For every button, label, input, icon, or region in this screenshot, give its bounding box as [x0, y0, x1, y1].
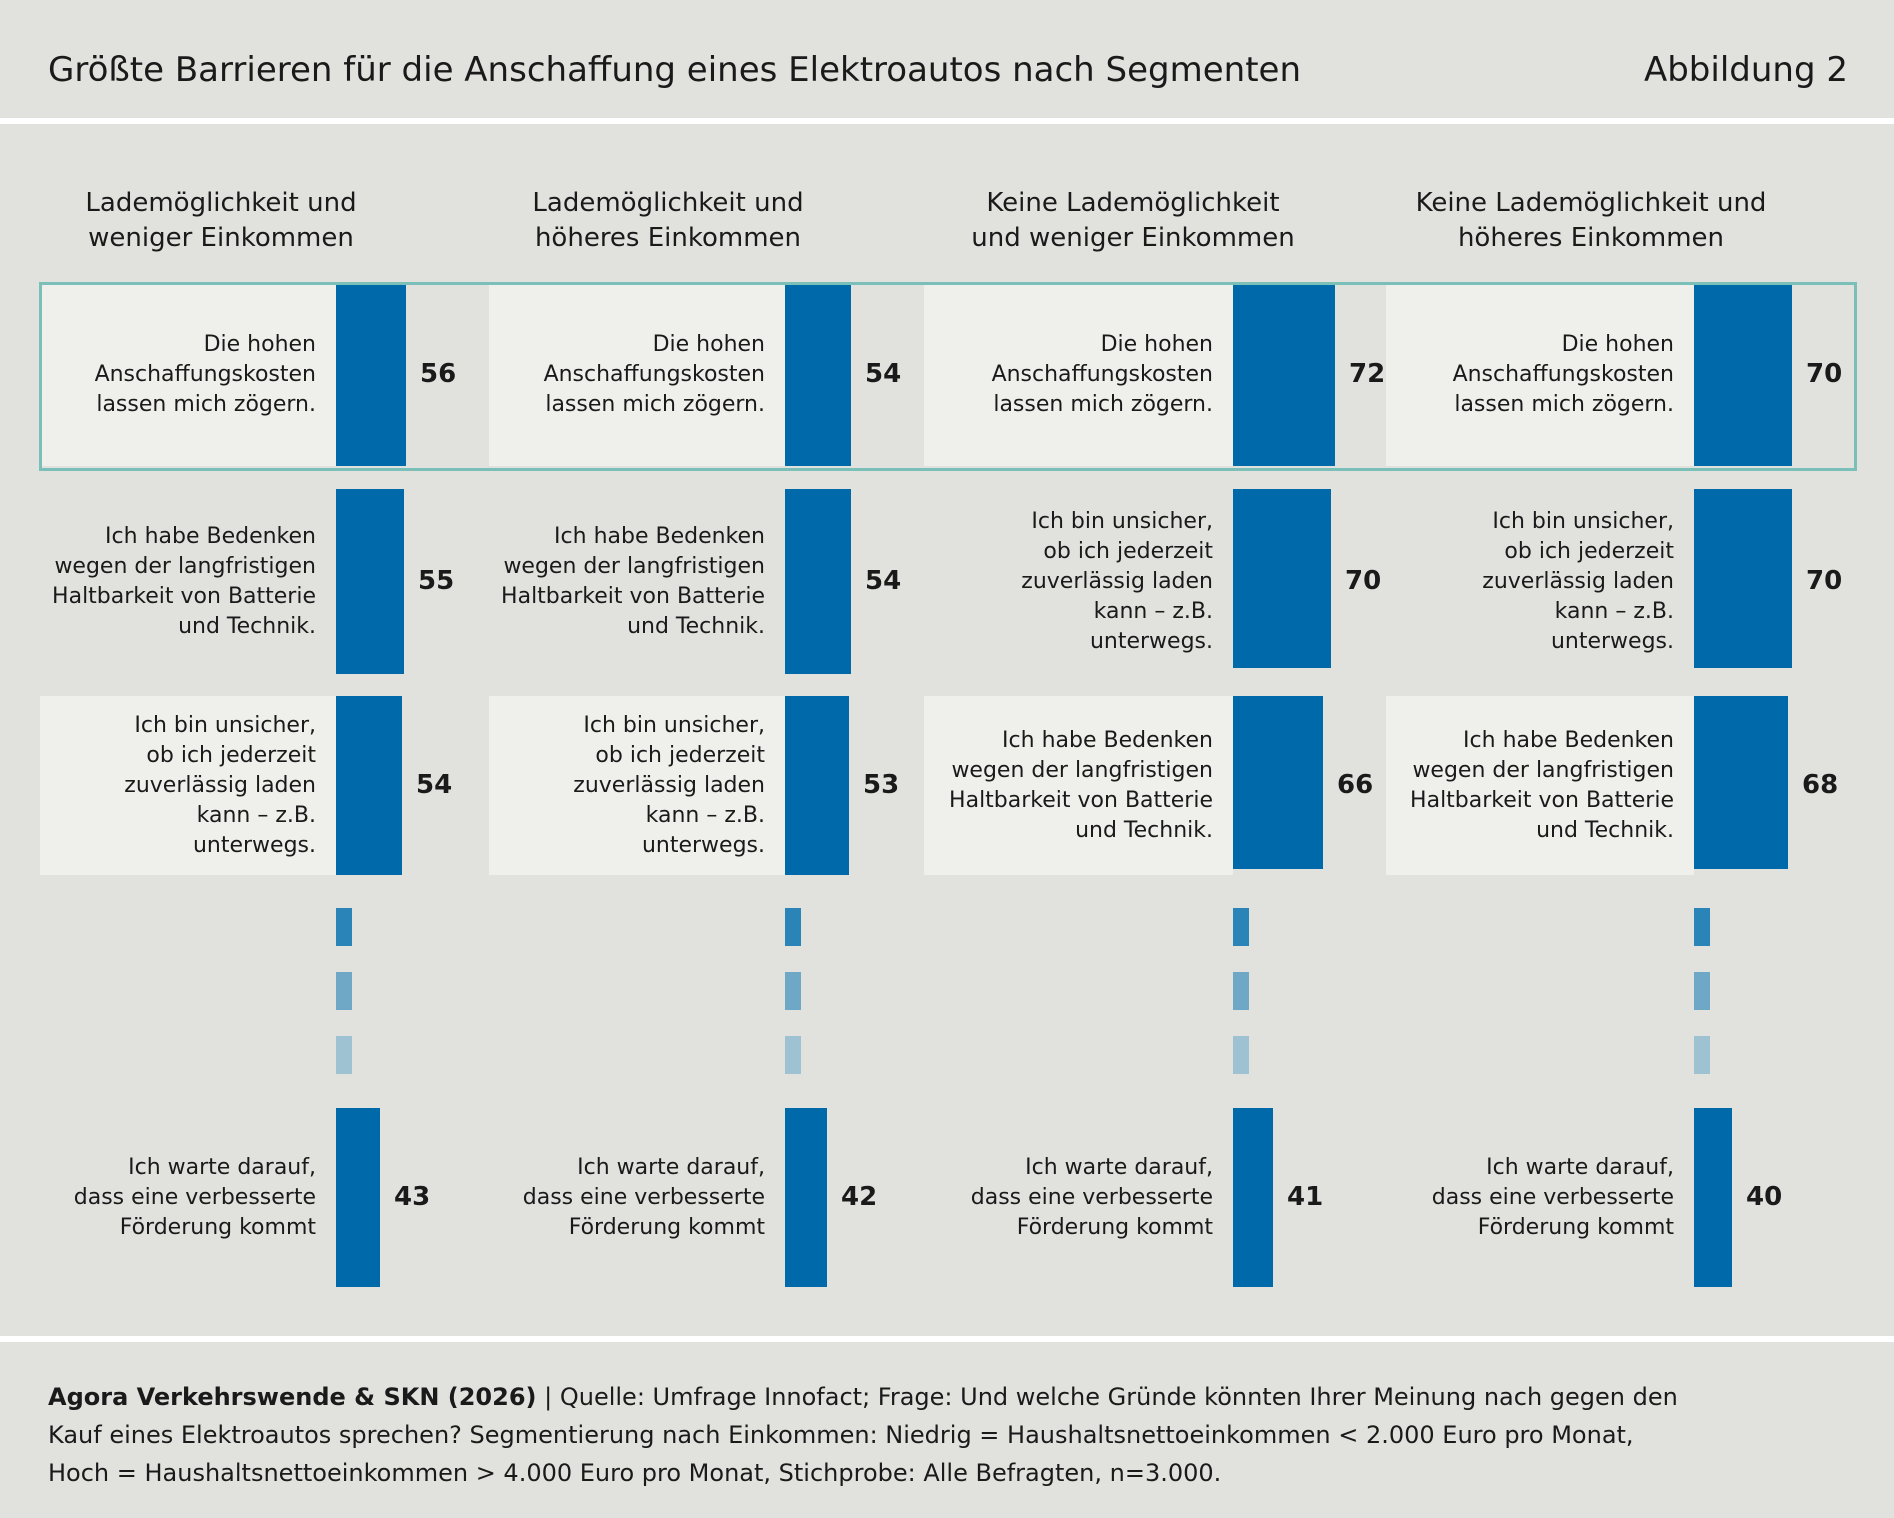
- bar-label-text: Ich habe Bedenken wegen der langfristige…: [949, 727, 1213, 843]
- bar: [1694, 1108, 1732, 1287]
- bar: [1694, 489, 1792, 668]
- value-label: 56: [420, 358, 457, 389]
- value-label: 70: [1345, 565, 1382, 596]
- ellipsis-stub: [1233, 1036, 1249, 1074]
- label-box: [40, 696, 336, 875]
- bar-label: Ich warte darauf, dass eine verbesserte …: [489, 1108, 765, 1287]
- ellipsis-stub: [1233, 972, 1249, 1010]
- bar: [336, 489, 404, 674]
- segment-title: Keine Lademöglichkeit und weniger Einkom…: [971, 188, 1295, 253]
- value-label: 68: [1802, 769, 1839, 800]
- bar-label: Ich warte darauf, dass eine verbesserte …: [40, 1108, 316, 1287]
- value-label: 72: [1349, 358, 1386, 389]
- bar: [1233, 696, 1323, 869]
- ellipsis-stub: [785, 972, 801, 1010]
- value-label: 42: [841, 1181, 878, 1212]
- ellipsis-stub: [785, 1036, 801, 1074]
- bar-label: Ich habe Bedenken wegen der langfristige…: [1386, 696, 1674, 875]
- value-label: 40: [1746, 1181, 1783, 1212]
- bar-label-text: Ich bin unsicher, ob ich jederzeit zuver…: [1482, 508, 1674, 654]
- chart-title: Größte Barrieren für die Anschaffung ein…: [48, 50, 1302, 90]
- bar: [1694, 283, 1792, 466]
- ellipsis-stub: [336, 972, 352, 1010]
- value-label: 41: [1287, 1181, 1324, 1212]
- bar: [336, 1108, 380, 1287]
- bar-label: Ich bin unsicher, ob ich jederzeit zuver…: [924, 489, 1213, 674]
- bar-label: Ich bin unsicher, ob ich jederzeit zuver…: [1386, 489, 1674, 674]
- value-label: 70: [1806, 565, 1843, 596]
- bar: [785, 489, 851, 674]
- bar: [1233, 489, 1331, 668]
- bar: [785, 1108, 827, 1287]
- value-label: 55: [418, 565, 455, 596]
- label-box: [489, 696, 785, 875]
- label-box: [489, 283, 785, 466]
- source-credit: Agora Verkehrswende & SKN (2026): [48, 1383, 537, 1411]
- bar-label: Ich bin unsicher, ob ich jederzeit zuver…: [40, 696, 316, 875]
- bar: [785, 283, 851, 466]
- ellipsis-stub: [336, 1036, 352, 1074]
- ellipsis-stub: [1694, 972, 1710, 1010]
- bar: [336, 696, 402, 875]
- bar-label: Ich warte darauf, dass eine verbesserte …: [924, 1108, 1213, 1287]
- bar-label-text: Ich bin unsicher, ob ich jederzeit zuver…: [1021, 508, 1213, 654]
- bar: [785, 696, 849, 875]
- value-label: 66: [1337, 769, 1374, 800]
- bar-label-text: Ich warte darauf, dass eine verbesserte …: [73, 1154, 316, 1240]
- bar-label-text: Ich bin unsicher, ob ich jederzeit zuver…: [573, 712, 765, 858]
- header-band: [0, 0, 1894, 118]
- bar-label-text: Die hohen Anschaffungskosten lassen mich…: [543, 331, 765, 417]
- bar-label: Die hohen Anschaffungskosten lassen mich…: [40, 283, 316, 466]
- value-label: 53: [863, 769, 900, 800]
- ellipsis-stub: [1694, 908, 1710, 946]
- bar-label-text: Ich bin unsicher, ob ich jederzeit zuver…: [124, 712, 316, 858]
- ellipsis-stub: [1233, 908, 1249, 946]
- bar-label-text: Die hohen Anschaffungskosten lassen mich…: [94, 331, 316, 417]
- segment-title: Lademöglichkeit und weniger Einkommen: [85, 188, 357, 253]
- bar-label: Die hohen Anschaffungskosten lassen mich…: [1386, 283, 1674, 466]
- value-label: 70: [1806, 358, 1843, 389]
- value-label: 54: [865, 565, 902, 596]
- bar-label: Ich bin unsicher, ob ich jederzeit zuver…: [489, 696, 765, 875]
- bar-label: Ich warte darauf, dass eine verbesserte …: [1386, 1108, 1674, 1287]
- bar: [1233, 283, 1335, 466]
- value-label: 54: [416, 769, 453, 800]
- divider: [0, 1336, 1894, 1342]
- bar-label: Die hohen Anschaffungskosten lassen mich…: [924, 283, 1213, 466]
- segment-title: Lademöglichkeit und höheres Einkommen: [532, 188, 804, 253]
- footer-source: Agora Verkehrswende & SKN (2026) | Quell…: [48, 1378, 1848, 1492]
- source-note: | Quelle: Umfrage Innofact; Frage: Und w…: [48, 1383, 1678, 1487]
- bar-label-text: Ich warte darauf, dass eine verbesserte …: [1431, 1154, 1674, 1240]
- divider: [0, 118, 1894, 124]
- label-box: [924, 283, 1233, 466]
- bar-label: Die hohen Anschaffungskosten lassen mich…: [489, 283, 765, 466]
- bar-label: Ich habe Bedenken wegen der langfristige…: [489, 489, 765, 674]
- segment-title: Keine Lademöglichkeit und höheres Einkom…: [1415, 188, 1767, 253]
- label-box: [1386, 283, 1694, 466]
- bar-label: Ich habe Bedenken wegen der langfristige…: [40, 489, 316, 674]
- bar-label-text: Ich warte darauf, dass eine verbesserte …: [970, 1154, 1213, 1240]
- figure-label: Abbildung 2: [1643, 50, 1848, 90]
- ellipsis-stub: [785, 908, 801, 946]
- bar-label-text: Ich warte darauf, dass eine verbesserte …: [522, 1154, 765, 1240]
- bar-label-text: Ich habe Bedenken wegen der langfristige…: [1410, 727, 1674, 843]
- label-box: [40, 283, 336, 466]
- value-label: 54: [865, 358, 902, 389]
- ellipsis-stub: [1694, 1036, 1710, 1074]
- highlight-outline: [39, 282, 1857, 471]
- bar: [1233, 1108, 1273, 1287]
- bar-label-text: Ich habe Bedenken wegen der langfristige…: [501, 523, 765, 639]
- bar-label-text: Die hohen Anschaffungskosten lassen mich…: [1452, 331, 1674, 417]
- bar-label: Ich habe Bedenken wegen der langfristige…: [924, 696, 1213, 875]
- bar: [1694, 696, 1788, 869]
- bar-label-text: Die hohen Anschaffungskosten lassen mich…: [991, 331, 1213, 417]
- label-box: [1386, 696, 1694, 875]
- value-label: 43: [394, 1181, 431, 1212]
- ellipsis-stub: [336, 908, 352, 946]
- label-box: [924, 696, 1233, 875]
- bar: [336, 283, 406, 466]
- bar-label-text: Ich habe Bedenken wegen der langfristige…: [52, 523, 316, 639]
